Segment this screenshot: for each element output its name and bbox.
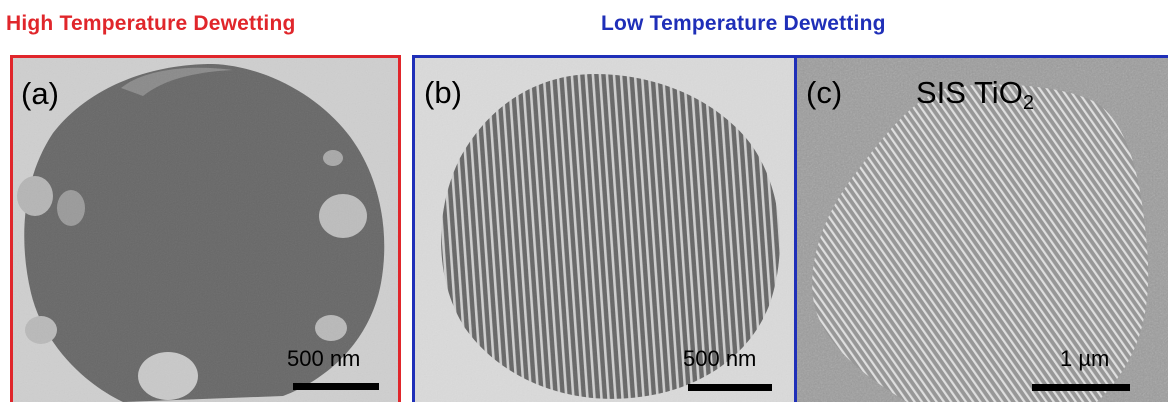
panel-c-scale-bar <box>1032 384 1130 391</box>
panel-b-scale-label: 500 nm <box>683 346 757 371</box>
panel-b-micrograph <box>415 58 794 402</box>
panel-a-label: (a) <box>21 76 59 111</box>
panel-a-frame: (a) 500 nm <box>10 55 401 402</box>
panel-divider <box>794 58 797 402</box>
panel-a-micrograph <box>13 58 398 402</box>
panel-a-scale-label: 500 nm <box>287 346 361 371</box>
panel-c-scale-label: 1 µm <box>1060 346 1110 371</box>
panel-c-micrograph <box>797 58 1168 402</box>
panel-a-scale-bar <box>293 383 379 390</box>
panel-b-label: (b) <box>424 75 462 110</box>
high-temperature-header: High Temperature Dewetting <box>6 12 296 35</box>
panel-c-label: (c) <box>806 75 843 110</box>
low-temperature-frame <box>412 55 1168 402</box>
material-base: SIS TiO <box>916 75 1023 110</box>
low-temperature-header: Low Temperature Dewetting <box>601 12 886 35</box>
panel-b-scale-bar <box>688 384 772 391</box>
material-subscript: 2 <box>1022 92 1034 114</box>
panel-c-material-label: SIS TiO2 <box>916 75 1034 115</box>
